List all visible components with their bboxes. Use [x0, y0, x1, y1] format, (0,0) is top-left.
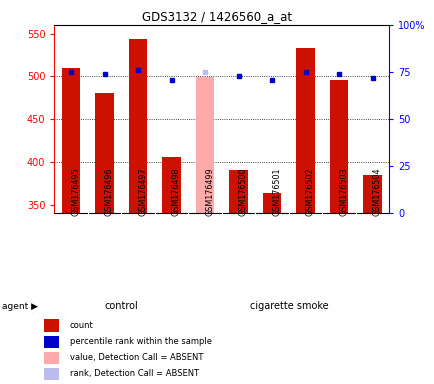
- Text: GSM176498: GSM176498: [171, 167, 180, 215]
- Text: GSM176504: GSM176504: [372, 167, 381, 215]
- Text: rank, Detection Call = ABSENT: rank, Detection Call = ABSENT: [69, 369, 198, 378]
- Bar: [43, 368, 59, 380]
- Bar: [195, 77, 214, 213]
- Text: GSM176503: GSM176503: [339, 167, 347, 215]
- Text: agent ▶: agent ▶: [2, 302, 38, 311]
- Bar: [329, 80, 348, 213]
- Text: GDS3132 / 1426560_a_at: GDS3132 / 1426560_a_at: [142, 10, 292, 23]
- Bar: [62, 68, 80, 213]
- Text: GSM176495: GSM176495: [71, 167, 80, 215]
- Bar: [262, 193, 281, 213]
- Text: value, Detection Call = ABSENT: value, Detection Call = ABSENT: [69, 353, 203, 362]
- Bar: [162, 157, 181, 213]
- Text: GSM176500: GSM176500: [238, 167, 247, 215]
- Bar: [95, 93, 114, 213]
- Text: GSM176497: GSM176497: [138, 167, 147, 215]
- Text: GSM176496: GSM176496: [104, 167, 113, 215]
- Text: control: control: [104, 301, 138, 311]
- Bar: [128, 39, 147, 213]
- Bar: [362, 175, 381, 213]
- Bar: [229, 170, 247, 213]
- Text: GSM176502: GSM176502: [305, 167, 314, 215]
- Bar: [43, 336, 59, 348]
- Text: count: count: [69, 321, 93, 330]
- Bar: [43, 352, 59, 364]
- Bar: [43, 319, 59, 332]
- Text: cigarette smoke: cigarette smoke: [249, 301, 327, 311]
- Text: GSM176499: GSM176499: [205, 167, 214, 215]
- Text: GSM176501: GSM176501: [272, 167, 280, 215]
- Text: percentile rank within the sample: percentile rank within the sample: [69, 337, 211, 346]
- Bar: [296, 48, 314, 213]
